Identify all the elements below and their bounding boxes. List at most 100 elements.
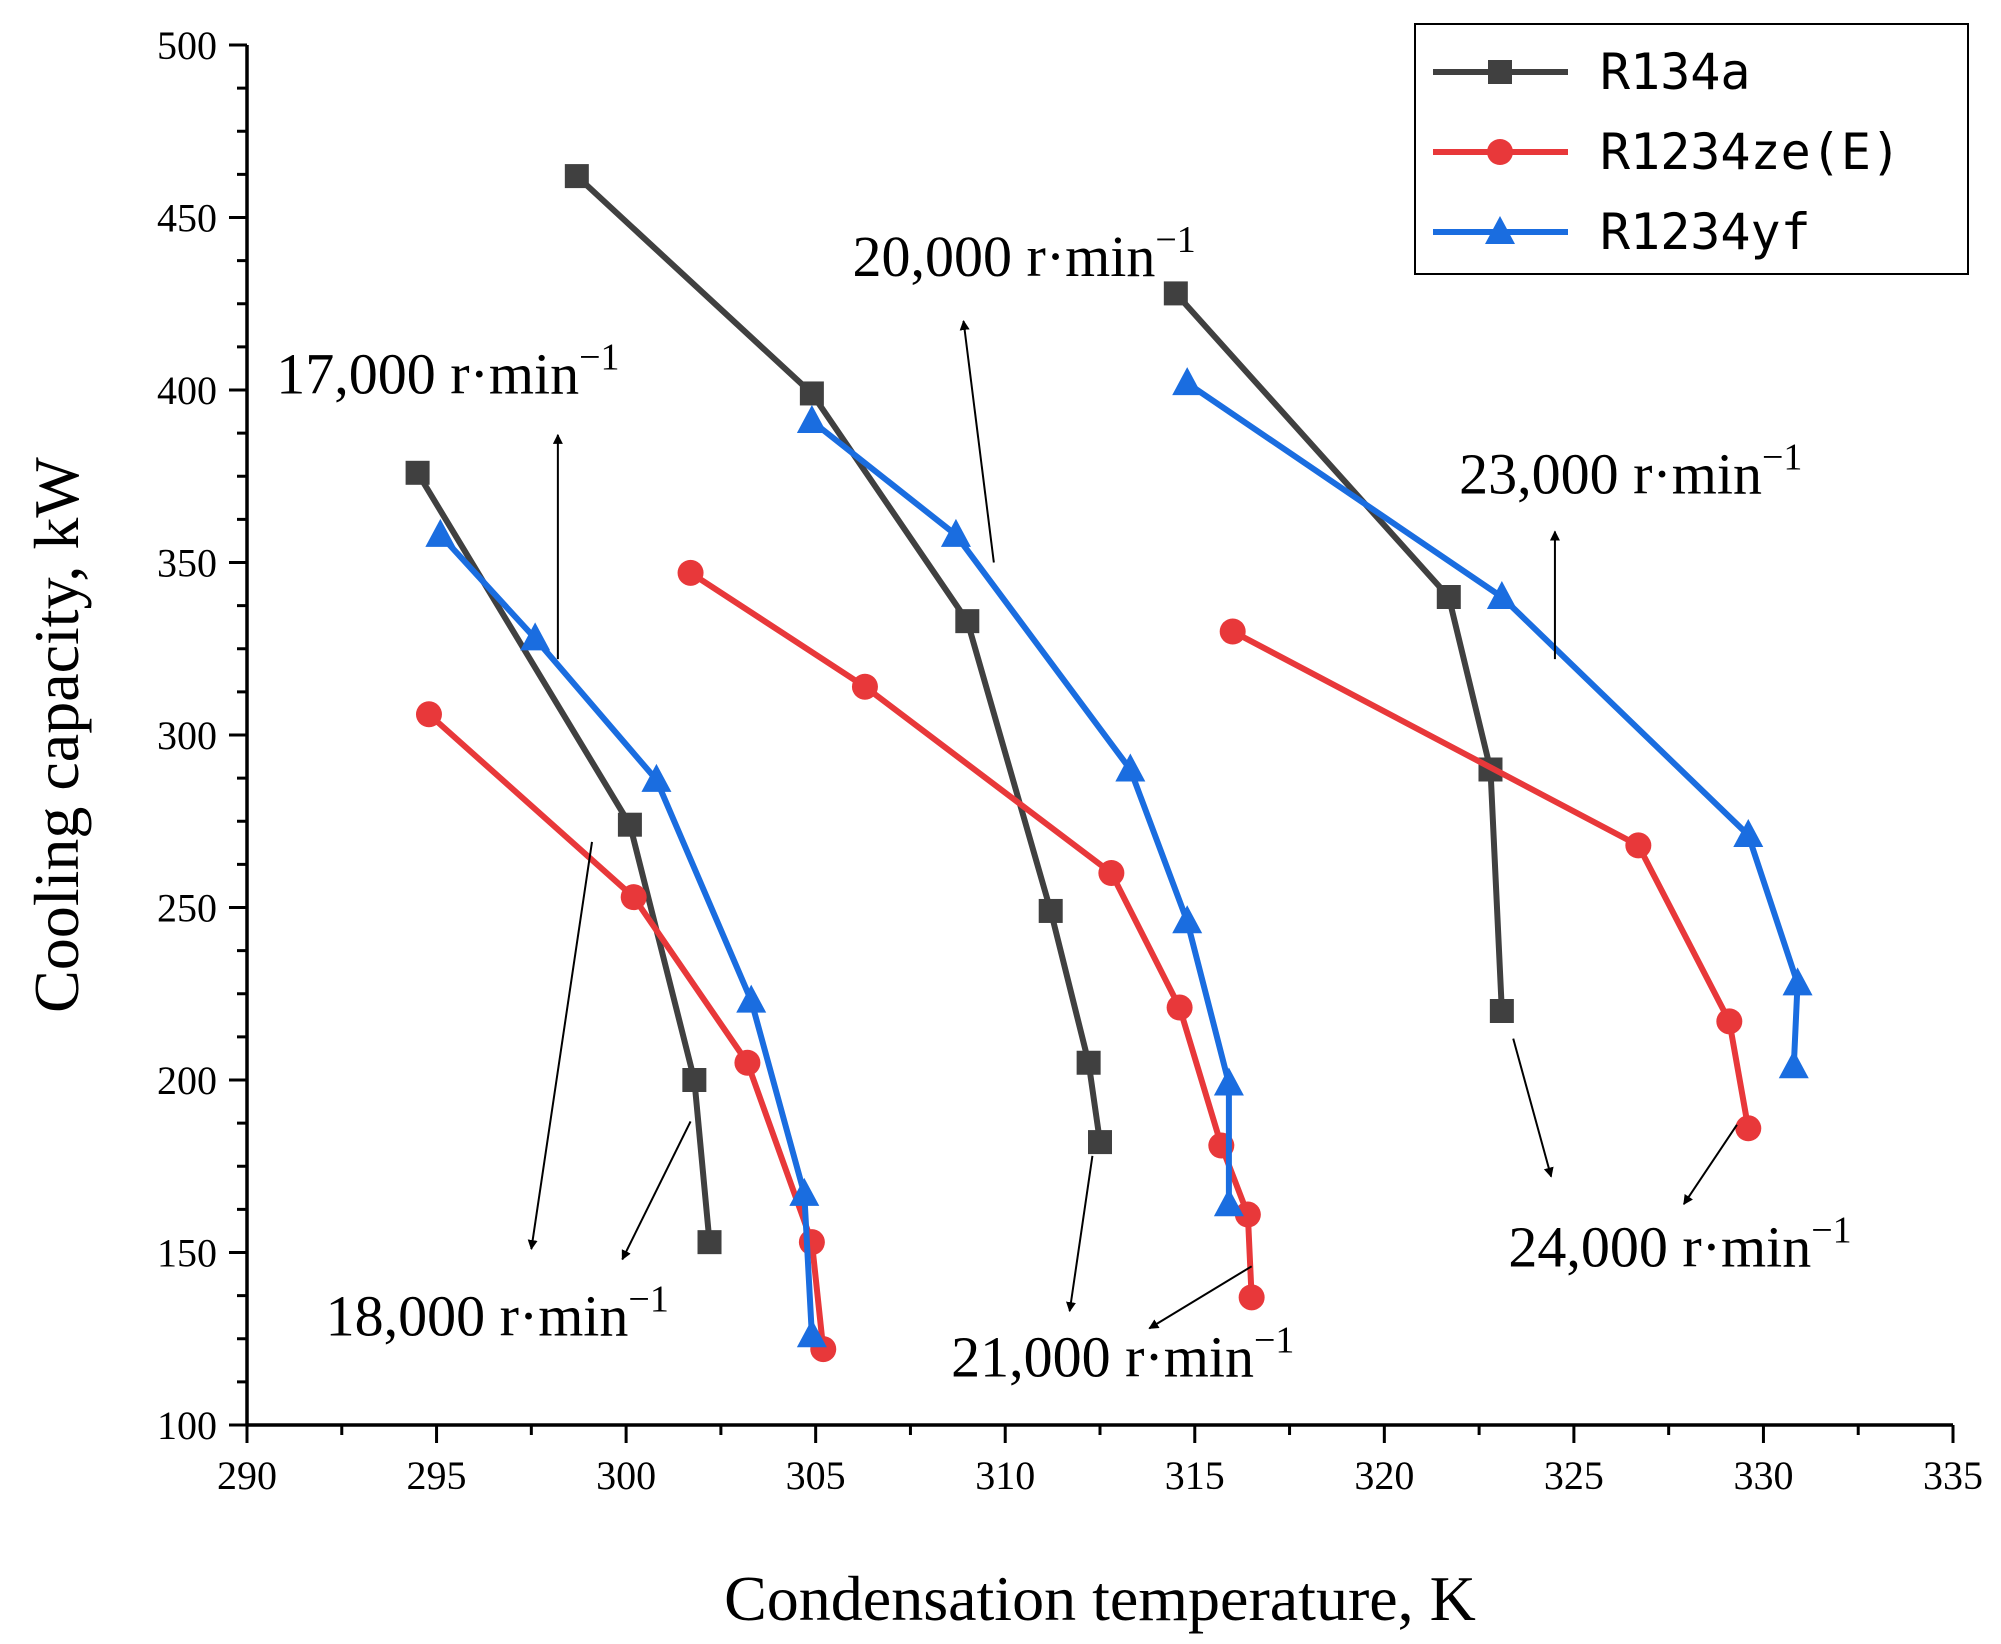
data-point-r1234ze-e — [620, 884, 647, 911]
annotation-arrow — [621, 1120, 692, 1261]
speed-annotation-superscript: −1 — [1811, 1209, 1851, 1251]
y-tick-label: 150 — [157, 1231, 217, 1276]
x-tick-labels: 290 295 300 305 310 315 320 325 330 335 — [217, 1453, 1983, 1498]
data-point-r134a — [1038, 898, 1063, 923]
x-tick-label: 330 — [1733, 1453, 1793, 1498]
data-point-r134a — [682, 1068, 707, 1092]
x-tick-label: 335 — [1923, 1453, 1983, 1498]
axis-ticks — [229, 43, 1955, 1443]
data-point-r1234yf — [940, 518, 971, 547]
data-point-r1234yf — [1782, 967, 1813, 996]
speed-annotation-superscript: −1 — [1155, 219, 1195, 261]
x-tick-label: 320 — [1354, 1453, 1414, 1498]
speed-annotation: 23,000 r·min−1 — [1459, 437, 1802, 507]
annotation-arrow — [1066, 1155, 1094, 1313]
legend-marker — [1487, 139, 1513, 165]
speed-annotation-main: 24,000 r·min — [1508, 1214, 1811, 1279]
speed-annotation-superscript: −1 — [628, 1278, 668, 1320]
arrows-layer — [527, 320, 1738, 1330]
data-point-r134a — [697, 1230, 722, 1255]
data-point-r1234ze-e — [1716, 1008, 1743, 1035]
data-point-r1234ze-e — [415, 701, 442, 728]
x-tick-label: 295 — [407, 1453, 467, 1498]
data-point-r134a — [1088, 1130, 1112, 1155]
legend: R134a R1234ze(E) R1234yf — [1414, 23, 1969, 275]
legend-label: R134a — [1600, 43, 1751, 101]
annotation-arrow — [1148, 1265, 1253, 1330]
data-point-r1234yf — [1778, 1050, 1809, 1079]
x-axis-title: Condensation temperature, K — [724, 1563, 1476, 1634]
y-tick-label: 300 — [157, 713, 217, 758]
data-point-r134a — [617, 812, 642, 837]
data-point-r1234ze-e — [851, 673, 878, 700]
data-point-r1234yf — [789, 1177, 820, 1206]
data-point-r1234ze-e — [1098, 860, 1125, 886]
data-point-r1234ze-e — [1234, 1201, 1261, 1228]
data-point-r1234yf — [1172, 367, 1203, 396]
speed-annotation: 24,000 r·min−1 — [1508, 1209, 1851, 1279]
data-point-r1234yf — [1172, 905, 1203, 934]
legend-marker — [1488, 60, 1512, 84]
series-layer — [405, 164, 1813, 1363]
legend-label: R1234ze(E) — [1600, 123, 1901, 181]
data-point-r134a — [1076, 1050, 1101, 1075]
legend-label: R1234yf — [1600, 203, 1811, 261]
data-point-r1234yf — [1213, 1067, 1244, 1096]
data-point-r1234yf — [641, 763, 672, 792]
data-point-r1234ze-e — [734, 1049, 761, 1076]
speed-annotation-main: 21,000 r·min — [951, 1325, 1254, 1390]
series-line-r134a — [1173, 291, 1505, 1012]
y-tick-label: 100 — [157, 1403, 217, 1448]
speed-annotation: 18,000 r·min−1 — [326, 1278, 669, 1348]
x-tick-label: 325 — [1544, 1453, 1604, 1498]
annotations-layer: 17,000 r·min−118,000 r·min−120,000 r·min… — [276, 219, 1851, 1390]
data-point-r1234yf — [736, 984, 767, 1013]
series-line-r134a — [574, 173, 1103, 1143]
series-line-r134a — [415, 471, 713, 1243]
series-r1234ze-e — [415, 559, 1762, 1363]
x-tick-label: 315 — [1165, 1453, 1225, 1498]
series-r1234yf — [425, 367, 1813, 1348]
data-point-r134a — [1163, 281, 1188, 306]
data-point-r134a — [1436, 585, 1461, 609]
speed-annotation-main: 23,000 r·min — [1459, 442, 1762, 507]
x-tick-label: 300 — [596, 1453, 656, 1498]
y-axis-title: Cooling capacity, kW — [21, 457, 92, 1013]
data-point-r134a — [955, 609, 980, 634]
series-line-r1234yf — [810, 418, 1232, 1205]
data-point-r1234ze-e — [677, 559, 704, 586]
legend-marker — [1485, 216, 1515, 244]
data-point-r1234yf — [1213, 1188, 1244, 1217]
data-point-r1234yf — [1115, 753, 1146, 782]
speed-annotation-main: 20,000 r·min — [853, 224, 1156, 289]
y-tick-label: 350 — [157, 541, 217, 586]
x-tick-label: 305 — [786, 1453, 846, 1498]
speed-annotation: 17,000 r·min−1 — [276, 336, 619, 406]
y-tick-label: 450 — [157, 196, 217, 241]
x-tick-label: 290 — [217, 1453, 277, 1498]
speed-annotation-main: 18,000 r·min — [326, 1283, 629, 1348]
series-line-r1234ze-e — [1231, 628, 1752, 1129]
annotation-arrow — [527, 841, 593, 1251]
data-point-r1234ze-e — [1625, 832, 1652, 859]
data-point-r134a — [564, 164, 589, 189]
data-point-r1234ze-e — [1238, 1284, 1265, 1311]
data-point-r1234yf — [796, 1319, 827, 1348]
y-tick-labels: 100 150 200 250 300 350 400 450 500 — [157, 23, 217, 1448]
speed-annotation-main: 17,000 r·min — [276, 341, 579, 406]
data-point-r134a — [405, 460, 430, 485]
speed-annotation: 21,000 r·min−1 — [951, 1320, 1294, 1390]
y-tick-label: 400 — [157, 368, 217, 413]
data-point-r1234ze-e — [798, 1229, 825, 1256]
data-point-r134a — [1489, 999, 1514, 1023]
data-point-r1234yf — [1733, 819, 1764, 848]
data-point-r1234yf — [796, 405, 827, 434]
data-point-r134a — [799, 381, 824, 406]
y-tick-label: 200 — [157, 1058, 217, 1103]
data-point-r1234yf — [1486, 581, 1517, 609]
speed-annotation-superscript: −1 — [579, 336, 619, 378]
series-r134a — [405, 164, 1514, 1255]
speed-annotation-superscript: −1 — [1254, 1320, 1294, 1362]
x-tick-label: 310 — [975, 1453, 1035, 1498]
